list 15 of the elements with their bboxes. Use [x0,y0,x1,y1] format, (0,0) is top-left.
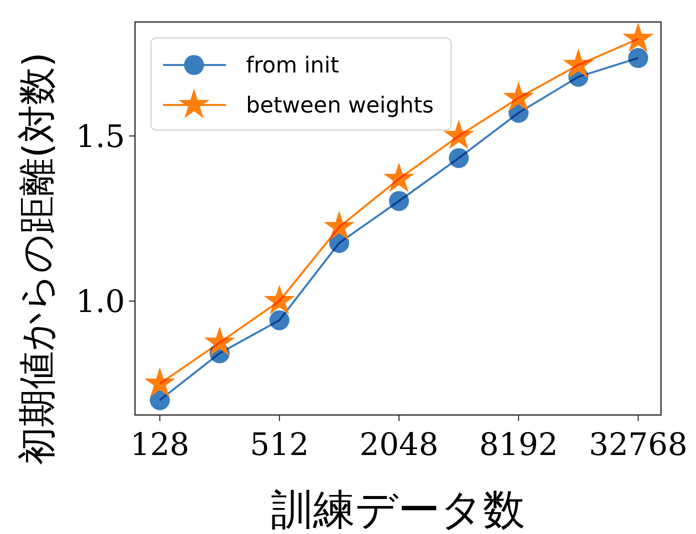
point [628,48,648,68]
y-tick-label: 1.5 [76,118,125,155]
legend-label: between weights [246,94,434,119]
x-tick-label: 8192 [479,427,558,463]
point [264,284,295,314]
y-tick-label: 1.0 [76,284,125,320]
x-tick-label: 128 [130,427,190,463]
legend-label: from init [246,54,340,79]
x-tick-label: 512 [250,427,309,463]
point [622,22,654,52]
x-tick-label: 2048 [360,427,438,463]
x-tick-label: 32768 [588,427,688,463]
y-axis-title: 初期値からの距離(対数) [15,52,59,465]
x-axis-title: 訓練データ数 [271,485,525,534]
point [144,367,176,397]
